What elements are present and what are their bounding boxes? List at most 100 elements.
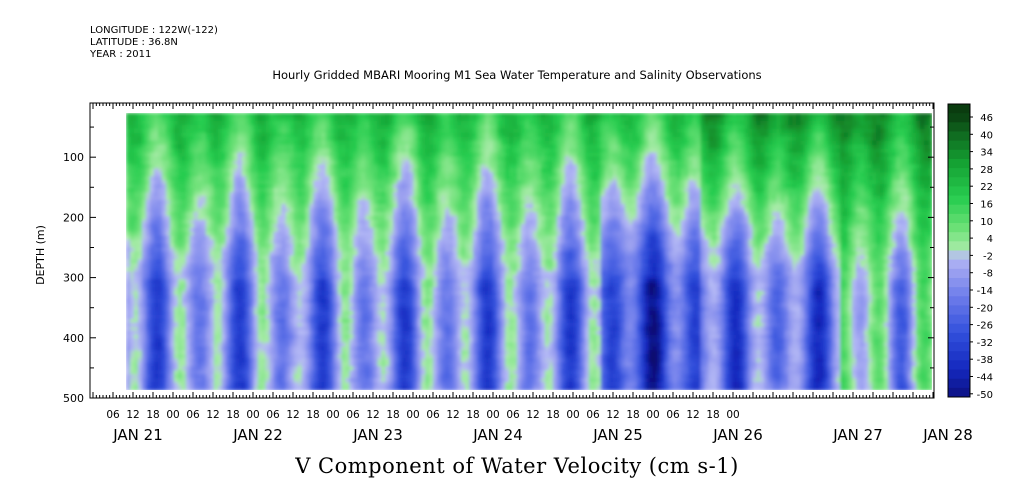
heatmap-cell [345,180,351,185]
heatmap-cell [269,152,275,158]
heatmap-cell [269,346,275,352]
heatmap-cell [233,330,239,336]
heatmap-cell [273,255,279,261]
heatmap-cell [289,251,295,257]
heatmap-cell [365,152,370,158]
heatmap-cell [217,386,223,390]
heatmap-cell [213,271,219,276]
heatmap-cell [397,128,402,134]
heatmap-cell [281,310,287,316]
heatmap-cell [189,192,195,197]
heatmap-cell [309,330,315,336]
heatmap-cell [141,275,147,280]
heatmap-cell [229,247,235,253]
heatmap-cell [281,196,287,201]
heatmap-cell [337,196,343,201]
heatmap-cell [337,326,343,332]
heatmap-cell [241,124,247,130]
heatmap-cell [149,275,155,280]
heatmap-cell [249,176,255,181]
heatmap-cell [205,128,211,134]
heatmap-cell [329,215,335,221]
heatmap-cell [137,346,143,352]
heatmap-cell [305,196,311,201]
heatmap-cell [193,140,199,146]
heatmap-cell [169,326,175,332]
heatmap-cell [229,298,235,304]
heatmap-cell [381,235,386,241]
heatmap-cell [353,215,359,221]
heatmap-cell [185,243,191,249]
heatmap-cell [257,378,263,383]
heatmap-cell [157,279,163,284]
heatmap-cell [153,271,159,276]
heatmap-cell [153,207,159,213]
heatmap-cell [269,211,275,217]
heatmap-cell [126,128,131,134]
heatmap-cell [349,207,355,213]
heatmap-cell [337,148,343,154]
heatmap-cell [389,247,394,253]
heatmap-cell [213,346,219,352]
heatmap-cell [137,116,143,122]
heatmap-cell [181,227,187,233]
heatmap-cell [261,326,267,332]
heatmap-cell [269,140,275,146]
heatmap-cell [145,358,151,363]
heatmap-cell [389,152,394,158]
heatmap-cell [253,204,259,209]
heatmap-cell [397,366,402,371]
heatmap-cell [281,259,287,264]
heatmap-cell [126,350,131,355]
heatmap-cell [273,350,279,355]
heatmap-cell [273,366,279,371]
heatmap-cell [201,330,207,336]
heatmap-cell [309,192,315,197]
heatmap-cell [229,160,235,166]
heatmap-cell [225,346,231,352]
heatmap-cell [233,148,239,154]
heatmap-cell [329,116,335,122]
heatmap-cell [349,302,355,308]
heatmap-cell [333,302,339,308]
heatmap-cell [181,113,187,118]
heatmap-cell [209,275,215,280]
heatmap-cell [393,346,398,352]
heatmap-cell [329,231,335,237]
heatmap-cell [273,251,279,257]
heatmap-cell [309,207,315,213]
heatmap-cell [253,180,259,185]
heatmap-cell [181,370,187,375]
heatmap-cell [301,156,307,162]
heatmap-cell [181,172,187,177]
heatmap-cell [341,283,347,288]
heatmap-cell [173,358,179,363]
heatmap-cell [177,279,183,284]
heatmap-cell [253,322,259,328]
heatmap-cell [213,350,219,355]
heatmap-cell [209,259,215,264]
heatmap-cell [217,346,223,352]
heatmap-cell [129,239,135,245]
heatmap-cell [345,207,351,213]
heatmap-cell [257,291,263,296]
heatmap-cell [389,164,394,169]
heatmap-cell [277,200,283,205]
heatmap-cell [333,370,339,375]
heatmap-cell [249,342,255,348]
heatmap-cell [177,211,183,217]
heatmap-cell [261,116,267,122]
heatmap-cell [205,204,211,209]
heatmap-cell [265,346,271,352]
heatmap-cell [289,188,295,193]
heatmap-cell [285,354,291,359]
heatmap-cell [369,342,374,348]
heatmap-cell [373,271,378,276]
heatmap-cell [297,243,303,249]
heatmap-cell [205,219,211,225]
heatmap-cell [333,128,339,134]
heatmap-cell [141,302,147,308]
heatmap-cell [321,152,327,158]
heatmap-cell [129,259,135,264]
heatmap-cell [277,207,283,213]
